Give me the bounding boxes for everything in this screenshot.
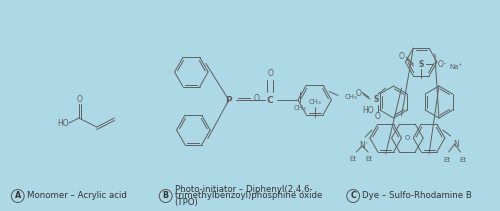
Text: CH₃: CH₃ — [294, 104, 306, 111]
Text: Et: Et — [366, 156, 372, 162]
Text: O: O — [254, 93, 260, 103]
Text: Na⁺: Na⁺ — [450, 64, 463, 70]
Text: B: B — [162, 192, 169, 200]
Text: ⁺: ⁺ — [365, 142, 368, 147]
Text: Dye – Sulfo-Rhodamine B: Dye – Sulfo-Rhodamine B — [362, 192, 472, 200]
Text: trimethylbenzoyl)phosphine oxide: trimethylbenzoyl)phosphine oxide — [174, 192, 322, 200]
Text: Et: Et — [443, 157, 450, 163]
Text: O⁻: O⁻ — [438, 60, 448, 69]
Text: CH₃: CH₃ — [345, 93, 358, 100]
Text: N: N — [360, 141, 365, 150]
Text: N: N — [454, 140, 460, 149]
Text: O: O — [268, 69, 273, 78]
Text: C: C — [267, 96, 274, 104]
Text: O: O — [355, 89, 361, 98]
Text: Et: Et — [459, 157, 466, 163]
Text: A: A — [14, 192, 21, 200]
Text: S: S — [373, 95, 378, 104]
Text: HO: HO — [58, 119, 69, 127]
Text: CH₃: CH₃ — [308, 99, 321, 105]
Text: Photo-initiator – Diphenyl(2,4,6-: Photo-initiator – Diphenyl(2,4,6- — [174, 184, 312, 193]
Text: Et: Et — [350, 156, 357, 162]
Text: O: O — [77, 95, 83, 104]
Text: HO: HO — [362, 106, 374, 115]
Text: O: O — [404, 135, 410, 141]
Text: O: O — [375, 112, 380, 121]
Text: P: P — [226, 96, 232, 104]
Text: Monomer – Acrylic acid: Monomer – Acrylic acid — [26, 192, 126, 200]
Text: S: S — [418, 60, 424, 69]
Text: O: O — [398, 51, 404, 61]
Text: (TPO): (TPO) — [174, 199, 199, 207]
Text: C: C — [350, 192, 356, 200]
